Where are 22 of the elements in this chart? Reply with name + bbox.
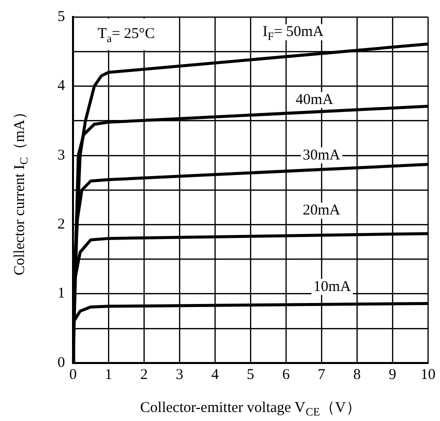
y-tick-label: 0 — [58, 354, 65, 371]
y-tick-label: 3 — [58, 147, 65, 164]
x-tick-label: 1 — [104, 366, 112, 383]
y-axis-title: Collector current IC（mA） — [12, 104, 30, 276]
x-tick-label: 8 — [353, 366, 361, 383]
x-tick-label: 5 — [246, 366, 254, 383]
x-tick-label: 0 — [69, 366, 77, 383]
y-tick-label: 2 — [58, 216, 65, 233]
annotation: 40mA — [296, 92, 334, 108]
x-tick-label: 2 — [140, 366, 148, 383]
x-tick-label: 9 — [388, 366, 396, 383]
x-tick-label: 4 — [211, 366, 220, 383]
x-tick-label: 3 — [176, 366, 184, 383]
annotation: 20mA — [302, 202, 340, 219]
annotation: 30mA — [302, 147, 340, 164]
y-tick-label: 4 — [58, 78, 66, 94]
x-tick-label: 7 — [318, 366, 326, 383]
y-tick-label: 1 — [58, 286, 65, 302]
x-tick-label: 6 — [282, 366, 290, 383]
y-tick-label: 5 — [58, 8, 65, 25]
annotation: 10mA — [313, 278, 352, 295]
x-tick-label: 10 — [420, 366, 436, 383]
